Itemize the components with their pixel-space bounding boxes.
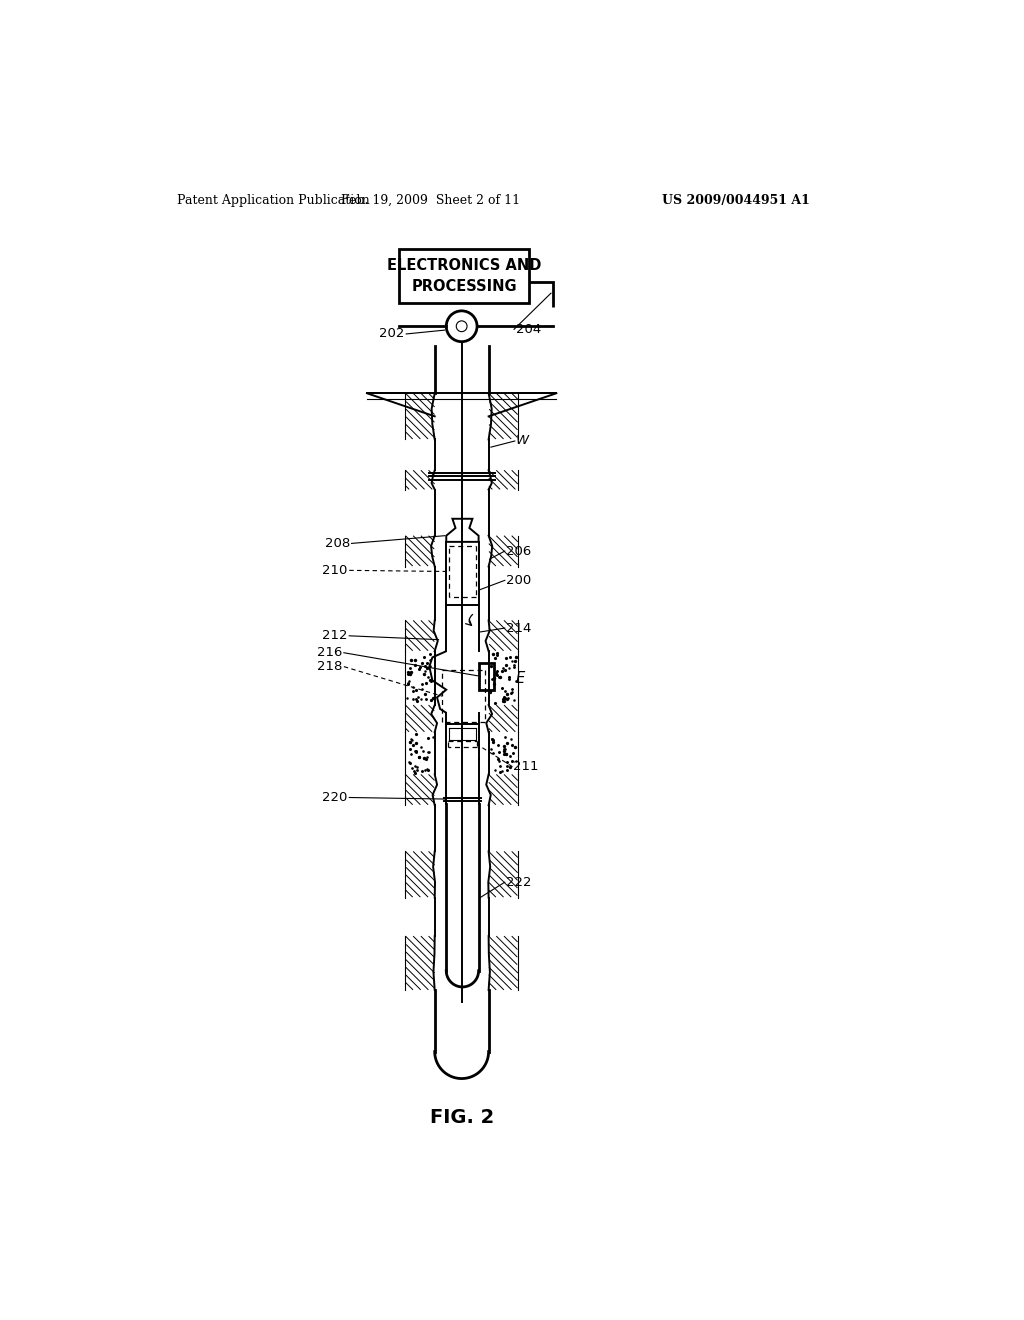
Text: 202: 202 — [379, 327, 403, 341]
Text: Patent Application Publication: Patent Application Publication — [177, 194, 370, 207]
Bar — [488, 470, 518, 490]
Bar — [488, 705, 518, 733]
Text: 206: 206 — [506, 545, 530, 557]
Bar — [406, 775, 435, 805]
Text: 220: 220 — [323, 791, 348, 804]
Text: ELECTRONICS AND
PROCESSING: ELECTRONICS AND PROCESSING — [387, 259, 541, 294]
Bar — [406, 620, 435, 651]
Bar — [406, 936, 435, 990]
Bar — [488, 936, 518, 990]
Bar — [406, 536, 435, 566]
Bar — [488, 393, 518, 440]
Text: Feb. 19, 2009  Sheet 2 of 11: Feb. 19, 2009 Sheet 2 of 11 — [341, 194, 520, 207]
Text: W: W — [515, 434, 528, 447]
Text: 218: 218 — [317, 660, 342, 673]
Text: 204: 204 — [515, 323, 541, 335]
Text: 200: 200 — [506, 574, 530, 587]
Bar — [406, 470, 435, 490]
Text: 214: 214 — [506, 622, 530, 635]
Bar — [488, 851, 518, 898]
Bar — [488, 536, 518, 566]
Text: 208: 208 — [325, 537, 350, 550]
Bar — [406, 851, 435, 898]
Text: 216: 216 — [317, 647, 342, 659]
Bar — [488, 620, 518, 651]
Text: E: E — [515, 671, 525, 685]
Text: FIG. 2: FIG. 2 — [429, 1107, 494, 1126]
Bar — [406, 705, 435, 733]
Text: 210: 210 — [323, 564, 348, 577]
Text: 212: 212 — [323, 630, 348, 643]
Text: 211: 211 — [513, 760, 539, 774]
Bar — [406, 393, 435, 440]
Bar — [488, 775, 518, 805]
Bar — [398, 249, 529, 304]
Text: US 2009/0044951 A1: US 2009/0044951 A1 — [662, 194, 810, 207]
Text: 222: 222 — [506, 875, 531, 888]
